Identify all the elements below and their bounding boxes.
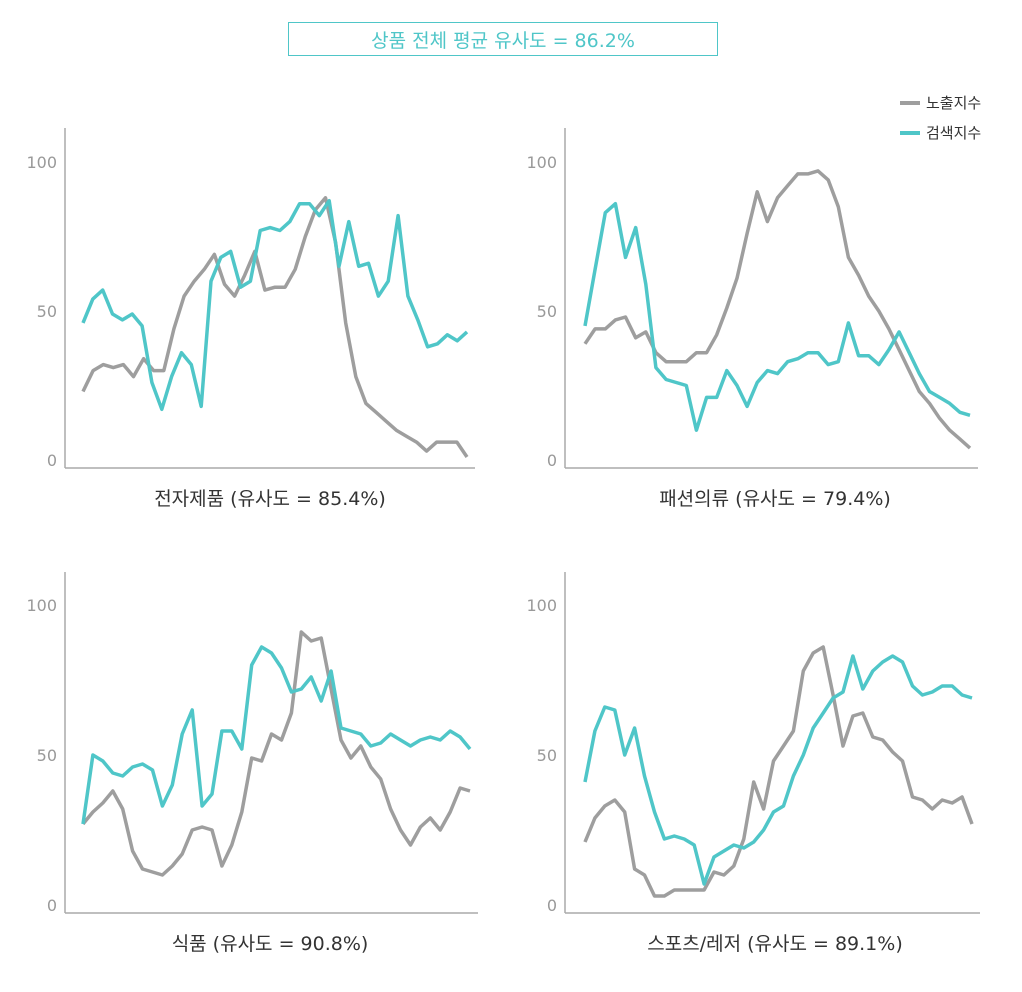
- y-tick-label: 50: [537, 746, 557, 765]
- y-tick-label: 100: [26, 596, 57, 615]
- legend-item-search: 검색지수: [900, 122, 981, 143]
- y-tick-label: 50: [37, 746, 57, 765]
- legend-label: 검색지수: [926, 124, 982, 142]
- series-line-exposure: [583, 645, 974, 898]
- panel-title: 패션의류 (유사도 = 79.4%): [659, 488, 891, 510]
- y-tick-label: 0: [47, 451, 57, 470]
- y-tick-label: 50: [37, 302, 57, 321]
- series-line-exposure: [583, 169, 972, 450]
- panel-title: 전자제품 (유사도 = 85.4%): [154, 488, 386, 510]
- y-tick-label: 0: [547, 896, 557, 915]
- series-line-exposure: [81, 630, 471, 877]
- legend-item-exposure: 노출지수: [900, 92, 981, 113]
- panel-title: 스포츠/레저 (유사도 = 89.1%): [647, 933, 902, 955]
- legend-label: 노출지수: [926, 94, 982, 112]
- series-line-search: [81, 645, 472, 825]
- legend-swatch-teal: [900, 130, 920, 135]
- y-tick-label: 100: [526, 153, 557, 172]
- series-line-search: [583, 201, 971, 432]
- legend-swatch-gray: [900, 100, 920, 105]
- y-tick-label: 100: [26, 153, 57, 172]
- series-line-search: [583, 654, 973, 886]
- y-tick-label: 0: [47, 896, 57, 915]
- y-tick-label: 0: [547, 451, 557, 470]
- overall-similarity-title: 상품 전체 평균 유사도 = 86.2%: [288, 22, 718, 56]
- y-tick-label: 50: [537, 302, 557, 321]
- y-tick-label: 100: [526, 596, 557, 615]
- panel-title: 식품 (유사도 = 90.8%): [172, 933, 369, 955]
- series-line-search: [81, 198, 469, 412]
